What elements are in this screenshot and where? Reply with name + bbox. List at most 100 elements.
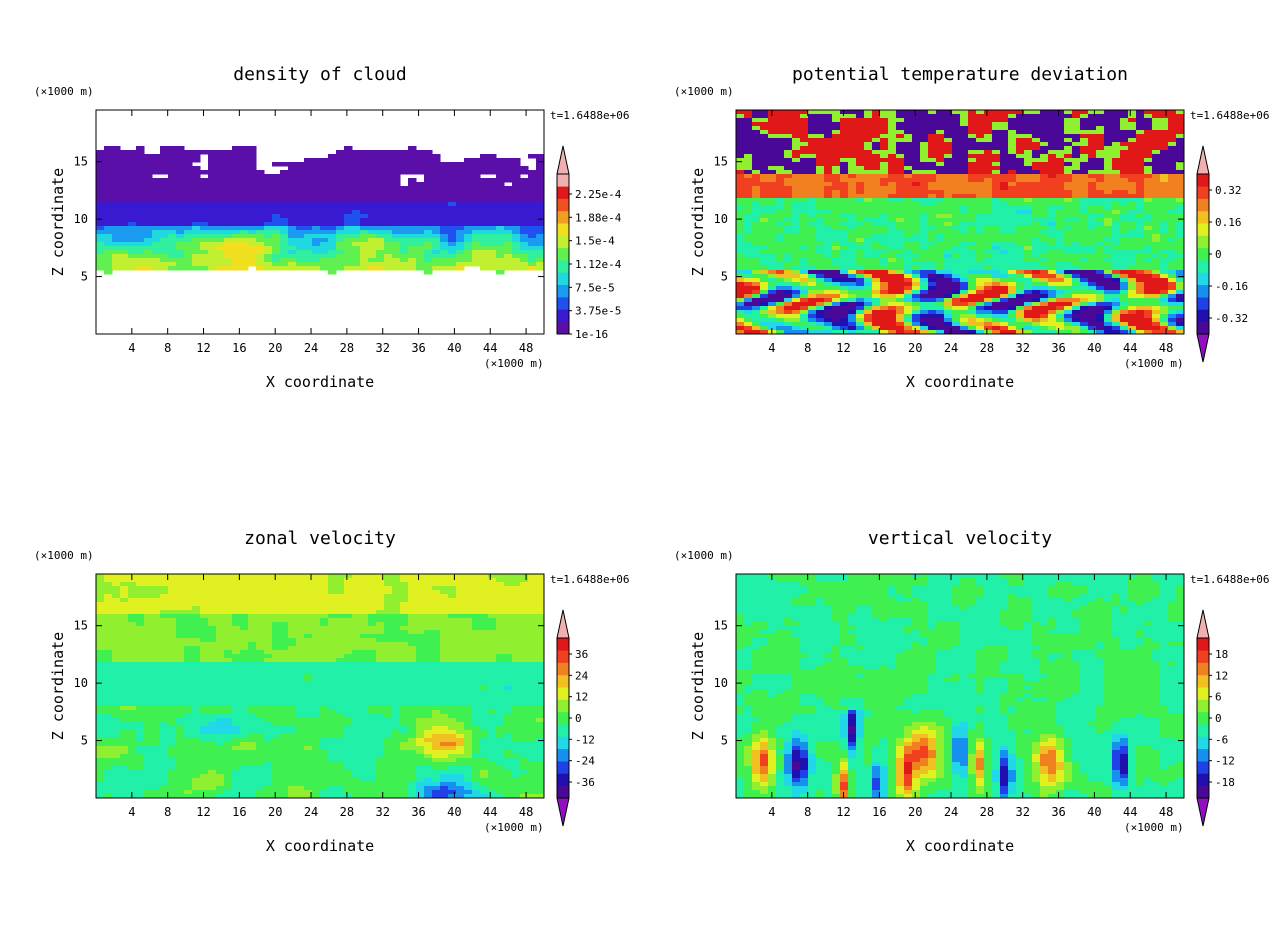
colorbar-segment	[1197, 785, 1209, 799]
x-axis-label: X coordinate	[906, 837, 1014, 855]
colorbar-low-arrow	[1196, 797, 1210, 827]
colorbar-segment	[1197, 247, 1209, 261]
colorbar-segment	[1197, 309, 1209, 322]
x-tick-label: 8	[164, 341, 171, 355]
colorbar-segment	[557, 309, 569, 322]
x-unit-label: (×1000 m)	[484, 357, 544, 370]
chart-title: zonal velocity	[244, 528, 396, 549]
plot-frame	[95, 573, 545, 799]
y-axis-label: Z coordinate	[689, 168, 707, 276]
x-tick-label: 4	[768, 805, 775, 819]
colorbar-segment	[1197, 223, 1209, 236]
x-tick-label: 20	[908, 805, 922, 819]
x-tick-label: 16	[232, 805, 246, 819]
x-tick-label: 44	[1123, 805, 1137, 819]
colorbar-label: 0.16	[1215, 216, 1242, 229]
x-tick-label: 40	[447, 341, 461, 355]
time-label: t=1.6488e+06	[550, 573, 629, 586]
colorbar-label: -36	[575, 776, 595, 789]
chart-title: potential temperature deviation	[792, 64, 1128, 85]
colorbar-segment	[1197, 736, 1209, 750]
colorbar-segment	[1197, 711, 1209, 725]
x-tick-label: 24	[304, 805, 318, 819]
y-axis-label: Z coordinate	[49, 632, 67, 740]
colorbar-segment	[1197, 773, 1209, 786]
colorbar-label: 18	[1215, 648, 1228, 661]
x-tick-label: 16	[872, 805, 886, 819]
colorbar-segment	[557, 773, 569, 786]
x-tick-label: 32	[1015, 341, 1029, 355]
colorbar-label: -12	[1215, 755, 1235, 768]
colorbar-label: -18	[1215, 776, 1235, 789]
x-tick-label: 40	[1087, 341, 1101, 355]
x-tick-label: 48	[519, 341, 533, 355]
x-tick-label: 12	[836, 805, 850, 819]
colorbar-segment	[557, 223, 569, 236]
x-axis-label: X coordinate	[906, 373, 1014, 391]
x-tick-label: 40	[1087, 805, 1101, 819]
y-tick-label: 5	[81, 734, 88, 748]
x-tick-label: 4	[128, 341, 135, 355]
y-tick-label: 15	[74, 155, 88, 169]
x-tick-label: 28	[980, 805, 994, 819]
colorbar-label: 12	[575, 691, 588, 704]
colorbar-segment	[557, 247, 569, 261]
x-tick-label: 12	[196, 341, 210, 355]
colorbar-label: 3.75e-5	[575, 305, 621, 318]
x-tick-label: 4	[768, 341, 775, 355]
chart-panel-3: vertical velocity(×1000 m)t=1.6488e+064 8…	[674, 528, 1269, 855]
x-tick-label: 28	[340, 341, 354, 355]
x-tick-label: 16	[872, 341, 886, 355]
chart-panel-1: potential temperature deviation (×1000 m)…	[674, 64, 1269, 391]
time-label: t=1.6488e+06	[550, 109, 629, 122]
x-tick-label: 36	[411, 341, 425, 355]
colorbar-segment	[1197, 638, 1209, 651]
heatmap-field	[736, 574, 1185, 799]
colorbar-segment	[557, 174, 569, 187]
colorbar-label: 2.25e-4	[575, 188, 622, 201]
colorbar-segment	[1197, 284, 1209, 298]
colorbar-segment	[1197, 272, 1209, 286]
colorbar-segment	[1197, 724, 1209, 737]
colorbar-segment	[557, 650, 569, 663]
colorbar-segment	[557, 736, 569, 750]
colorbar-segment	[557, 785, 569, 799]
colorbar-low-arrow	[556, 797, 570, 827]
colorbar-label: 0	[575, 712, 582, 725]
y-tick-label: 10	[74, 212, 88, 226]
x-tick-label: 48	[519, 805, 533, 819]
y-tick-label: 10	[74, 676, 88, 690]
y-axis-label: Z coordinate	[689, 632, 707, 740]
colorbar-segment	[557, 662, 569, 676]
y-tick-label: 5	[81, 270, 88, 284]
x-tick-label: 8	[804, 805, 811, 819]
y-tick-label: 15	[74, 619, 88, 633]
colorbar-segment	[1197, 650, 1209, 663]
x-axis-label: X coordinate	[266, 373, 374, 391]
colorbar-label: 1e-16	[575, 328, 608, 341]
colorbar-label: 7.5e-5	[575, 281, 615, 294]
plot-frame	[95, 109, 545, 335]
colorbar-segment	[557, 284, 569, 298]
colorbar-segment	[557, 748, 569, 762]
x-tick-label: 44	[483, 341, 497, 355]
colorbar: 1e-16 3.75e-5 7.5e-5 1.12e-4 1.5e-4 1.88e-4 2.…	[556, 145, 622, 341]
chart-panel-0: density of cloud(×1000 m)t=1.6488e+064 8 1…	[34, 64, 629, 391]
x-tick-label: 36	[1051, 805, 1065, 819]
x-tick-label: 12	[836, 341, 850, 355]
x-tick-label: 44	[483, 805, 497, 819]
colorbar-label: 0	[1215, 248, 1222, 261]
x-tick-label: 32	[375, 341, 389, 355]
heatmap-field	[96, 146, 545, 275]
x-tick-label: 36	[411, 805, 425, 819]
colorbar-high-arrow	[556, 145, 570, 175]
colorbar-segment	[557, 321, 569, 335]
x-tick-label: 28	[340, 805, 354, 819]
y-tick-label: 15	[714, 619, 728, 633]
colorbar-label: 0	[1215, 712, 1222, 725]
y-tick-label: 5	[721, 734, 728, 748]
y-tick-label: 15	[714, 155, 728, 169]
colorbar-segment	[1197, 174, 1209, 187]
x-unit-label: (×1000 m)	[1124, 357, 1184, 370]
